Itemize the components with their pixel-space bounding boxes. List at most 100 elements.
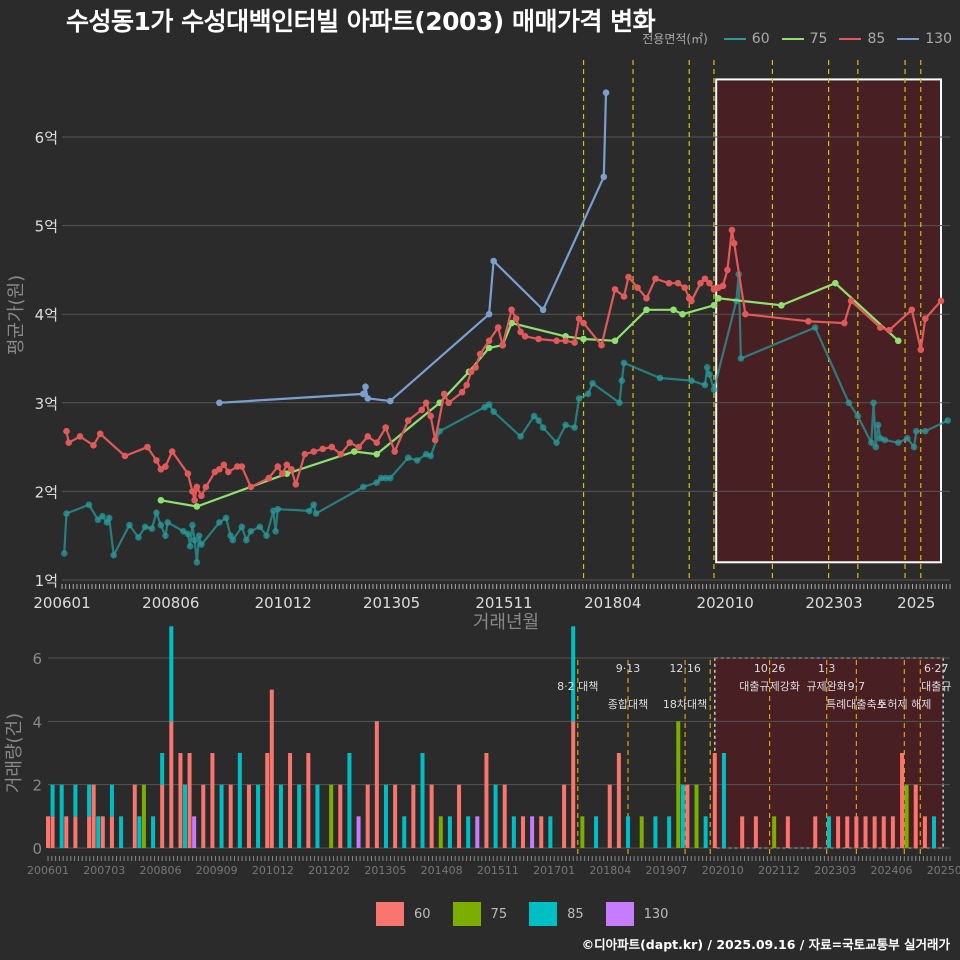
volume-bar-85: [219, 784, 224, 848]
data-point-60: [845, 399, 853, 407]
volume-bar-85: [96, 816, 101, 848]
data-point-60: [894, 439, 902, 446]
data-point-60: [312, 510, 320, 517]
volume-legend-item-130: 130: [605, 902, 668, 926]
volume-bar-75: [676, 721, 681, 848]
data-point-85: [265, 474, 273, 482]
volume-bar-85: [137, 816, 142, 848]
data-point-60: [620, 359, 628, 367]
volume-bar-60: [571, 721, 576, 848]
data-point-60: [373, 479, 381, 486]
data-point-60: [688, 377, 695, 384]
data-point-85: [494, 324, 502, 331]
data-point-85: [472, 364, 479, 371]
volume-bar-60: [288, 753, 293, 848]
volume-bar-85: [447, 816, 452, 848]
volume-x-tick-label: 201305: [364, 864, 406, 877]
volume-bar-60: [100, 816, 105, 848]
volume-bar-60: [169, 721, 174, 848]
data-point-60: [854, 412, 862, 420]
volume-y-tick-label: 2: [32, 777, 42, 795]
data-point-60: [126, 521, 133, 529]
data-point-85: [319, 445, 327, 453]
data-point-60: [701, 381, 709, 389]
volume-bar-60: [457, 784, 462, 848]
volume-bar-60: [562, 784, 567, 848]
volume-bar-85: [237, 753, 242, 848]
data-point-85: [292, 481, 300, 488]
data-point-75: [193, 503, 201, 510]
volume-bar-85: [466, 816, 471, 848]
volume-swatch-85: [529, 902, 558, 926]
data-point-85: [625, 273, 632, 281]
data-point-60: [189, 521, 196, 529]
volume-x-tick-label: 201701: [533, 864, 575, 877]
series-line-130: [219, 92, 608, 404]
volume-bar-85: [680, 784, 685, 848]
data-point-85: [431, 436, 439, 444]
data-point-85: [611, 286, 619, 293]
data-point-60: [737, 355, 745, 362]
volume-bar-60: [246, 784, 251, 848]
data-point-60: [616, 399, 623, 407]
volume-bar-60: [187, 753, 192, 848]
data-point-85: [153, 457, 160, 464]
volume-y-tick-label: 6: [32, 650, 42, 668]
data-point-85: [652, 275, 659, 283]
volume-bar-85: [347, 753, 352, 848]
data-point-60: [222, 514, 230, 522]
volume-bar-60: [836, 816, 841, 848]
data-point-60: [60, 550, 68, 557]
data-point-60: [193, 558, 201, 566]
data-point-130: [362, 383, 369, 391]
volume-bar-60: [210, 753, 215, 848]
data-point-130: [490, 257, 497, 265]
data-point-75: [485, 344, 493, 352]
volume-bar-130: [530, 816, 535, 848]
volume-bar-75: [329, 784, 334, 848]
data-point-85: [535, 335, 542, 343]
volume-bar-60: [863, 816, 868, 848]
data-point-85: [310, 448, 318, 455]
data-point-85: [355, 443, 363, 451]
data-point-85: [908, 306, 916, 314]
volume-y-tick-label: 4: [32, 713, 42, 731]
volume-bar-75: [772, 816, 777, 848]
volume-bar-75: [904, 784, 909, 848]
volume-bar-85: [626, 816, 631, 848]
data-point-60: [868, 439, 875, 446]
volume-bar-85: [703, 816, 708, 848]
chart-title: 수성동1가 수성대백인터빌 아파트(2003) 매매가격 변화: [66, 7, 656, 36]
data-point-60: [589, 380, 596, 387]
data-point-60: [413, 457, 421, 464]
data-point-85: [886, 326, 893, 334]
data-point-85: [485, 337, 493, 345]
legend-item-85: 85: [839, 31, 885, 47]
data-point-60: [571, 424, 578, 431]
data-point-75: [580, 335, 587, 343]
volume-bar-130: [475, 816, 480, 848]
volume-bar-60: [712, 753, 717, 848]
data-point-85: [634, 284, 641, 291]
data-point-85: [697, 279, 704, 287]
data-point-60: [310, 501, 318, 508]
volume-bar-60: [854, 816, 859, 848]
data-point-85: [681, 284, 689, 291]
volume-x-tick-label: 202010: [702, 864, 744, 877]
data-point-85: [917, 346, 925, 353]
data-point-60: [490, 408, 497, 415]
data-point-60: [135, 534, 142, 541]
volume-bar-130: [356, 816, 361, 848]
data-point-85: [580, 319, 587, 327]
data-point-85: [382, 424, 390, 431]
volume-bar-60: [484, 753, 489, 848]
data-point-60: [910, 443, 918, 451]
data-point-85: [445, 399, 452, 407]
data-point-60: [153, 509, 160, 516]
legend-label-60: 60: [751, 30, 770, 47]
data-point-60: [553, 439, 560, 446]
data-point-85: [562, 337, 569, 345]
legend-item-75: 75: [781, 31, 827, 47]
volume-bar-85: [653, 816, 658, 848]
volume-bar-60: [109, 816, 114, 848]
